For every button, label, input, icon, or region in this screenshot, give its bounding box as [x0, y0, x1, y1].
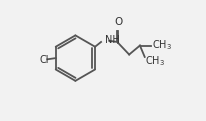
Text: O: O [114, 17, 122, 27]
Text: NH: NH [105, 35, 119, 45]
Text: Cl: Cl [39, 55, 49, 65]
Text: CH$_3$: CH$_3$ [145, 54, 165, 68]
Text: CH$_3$: CH$_3$ [151, 38, 171, 52]
